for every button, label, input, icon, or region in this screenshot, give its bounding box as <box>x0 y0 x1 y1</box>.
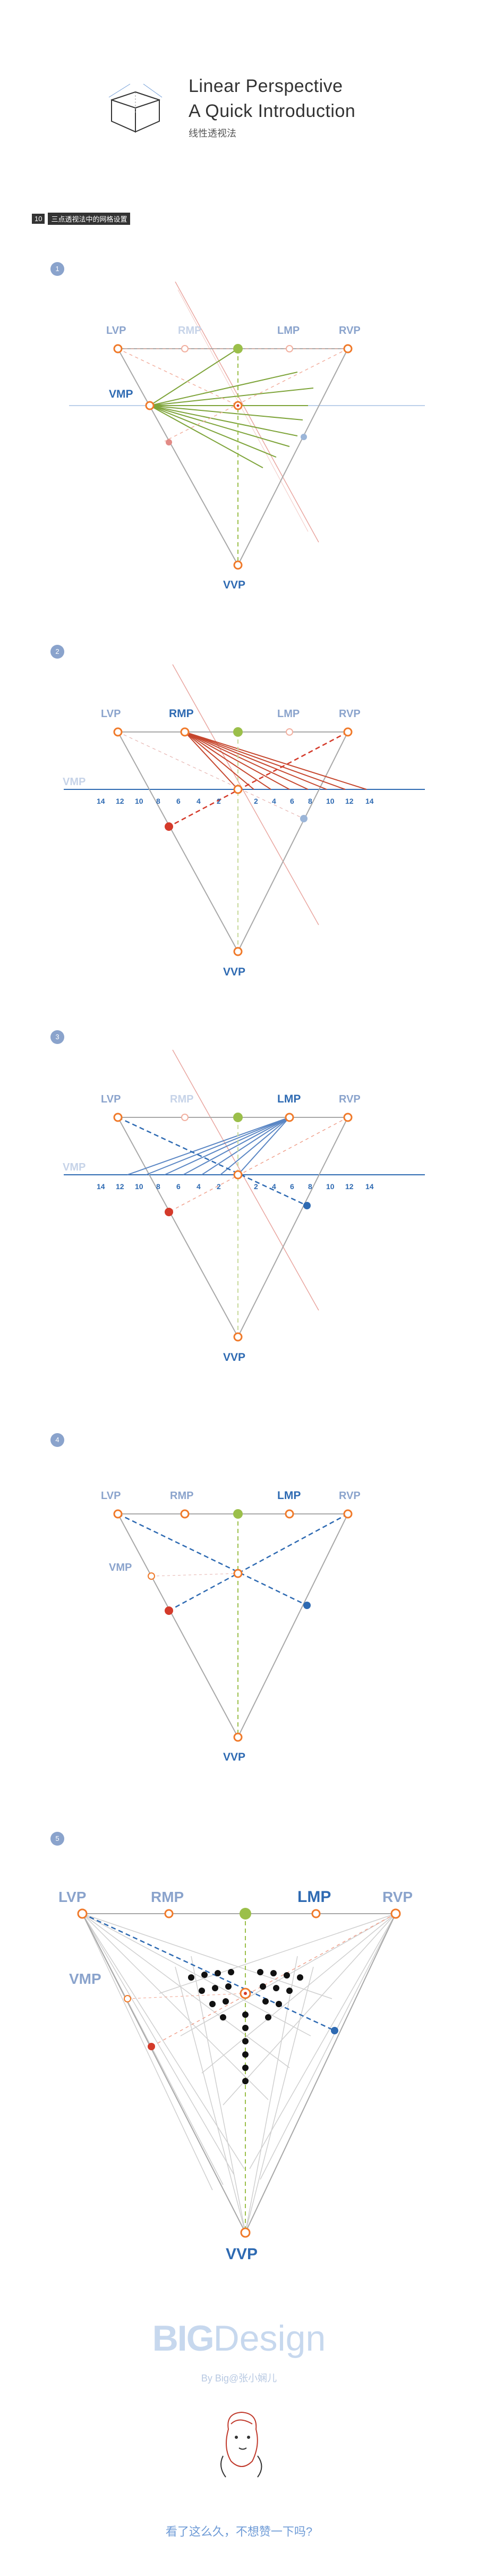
diagram-step-5: LVP RMP LMP RVP VMP VVP <box>58 1888 413 2263</box>
rmp-label: RMP <box>169 708 194 720</box>
lvp-label: LVP <box>101 708 121 720</box>
ruler-tick-8l: 8 <box>156 1182 160 1191</box>
ruler-tick-14r: 14 <box>365 797 374 805</box>
lvp-label: LVP <box>101 1093 121 1105</box>
lmp-label: LMP <box>277 1489 301 1502</box>
rvp-label: RVP <box>339 1490 361 1502</box>
ruler-tick-12l: 12 <box>116 797 124 805</box>
footer-logo: BIGDesign <box>0 2318 478 2359</box>
vmp-label: VMP <box>109 388 133 400</box>
logo-design: Design <box>213 2318 326 2359</box>
ruler-tick-14l: 14 <box>97 797 105 805</box>
vmp-label: VMP <box>109 1562 132 1573</box>
diagram-step-4: LVP RMP LMP RVP VMP VVP <box>101 1489 361 1763</box>
ruler-tick-12r: 12 <box>345 1182 354 1191</box>
vmp-label: VMP <box>69 1971 101 1987</box>
ruler-tick-4r: 4 <box>272 797 276 805</box>
vmp-label: VMP <box>63 776 86 788</box>
rvp-label: RVP <box>339 708 361 720</box>
ruler-tick-4l: 4 <box>197 797 201 805</box>
diagram-step-2: LVP RMP LMP RVP VMP VVP 14 12 10 8 6 4 2… <box>63 664 425 978</box>
step-3-badge: 3 <box>50 1030 64 1044</box>
vmp-label: VMP <box>63 1161 86 1173</box>
ruler-tick-14r: 14 <box>365 1182 374 1191</box>
rmp-label: RMP <box>151 1889 184 1905</box>
lmp-label: LMP <box>277 708 300 720</box>
ruler-tick-12r: 12 <box>345 797 354 805</box>
ruler-tick-2r: 2 <box>254 1182 258 1191</box>
ruler-tick-6r: 6 <box>290 797 294 805</box>
diagram-step-3: LVP RMP LMP RVP VMP VVP 14 12 10 8 6 4 2… <box>63 1049 425 1363</box>
title-line-2: A Quick Introduction <box>189 101 356 121</box>
ruler-tick-10l: 10 <box>135 797 143 805</box>
vvp-label: VVP <box>223 1351 245 1363</box>
logo-big: BIG <box>152 2318 215 2359</box>
ruler-tick-10r: 10 <box>326 797 335 805</box>
lvp-label: LVP <box>106 325 126 336</box>
cube-icon <box>108 83 163 133</box>
title-line-1: Linear Perspective <box>189 76 343 96</box>
footer-byline: By Big@张小娴儿 <box>201 2373 277 2384</box>
lmp-label: LMP <box>297 1888 331 1906</box>
rmp-label: RMP <box>170 1490 193 1502</box>
section-title: 三点透视法中的网格设置 <box>48 212 131 225</box>
ruler-tick-2r: 2 <box>254 797 258 805</box>
ruler-tick-6l: 6 <box>176 1182 181 1191</box>
step-1-badge: 1 <box>50 262 64 276</box>
section-tag: 10 三点透视法中的网格设置 <box>32 212 131 225</box>
ruler-tick-6r: 6 <box>290 1182 294 1191</box>
vvp-label: VVP <box>223 1751 245 1763</box>
ruler-tick-8r: 8 <box>308 1182 312 1191</box>
vvp-label: VVP <box>223 966 245 978</box>
rmp-label: RMP <box>178 325 201 336</box>
ruler-tick-2l: 2 <box>217 1182 221 1191</box>
vvp-label: VVP <box>226 2245 258 2263</box>
lmp-label: LMP <box>277 1093 301 1105</box>
ruler-tick-6l: 6 <box>176 797 181 805</box>
ruler-tick-8l: 8 <box>156 797 160 805</box>
step-4-badge: 4 <box>50 1433 64 1447</box>
rvp-label: RVP <box>339 1093 361 1105</box>
ruler-tick-12l: 12 <box>116 1182 124 1191</box>
subtitle: 线性透视法 <box>189 128 236 139</box>
rmp-label: RMP <box>170 1093 193 1105</box>
ruler-tick-4r: 4 <box>272 1182 276 1191</box>
lvp-label: LVP <box>58 1889 86 1905</box>
lmp-label: LMP <box>277 325 300 336</box>
vvp-label: VVP <box>223 579 245 591</box>
mascot-illustration <box>220 2411 262 2478</box>
footer-question: 看了这么久，不想赞一下吗? <box>165 2525 313 2538</box>
ruler-tick-8r: 8 <box>308 797 312 805</box>
diagram-step-1: LVP RMP LMP RVP VMP VVP <box>69 281 425 591</box>
lvp-label: LVP <box>101 1490 121 1502</box>
ruler-tick-10l: 10 <box>135 1182 143 1191</box>
rvp-label: RVP <box>339 325 361 336</box>
rvp-label: RVP <box>382 1889 413 1905</box>
section-number: 10 <box>32 213 45 224</box>
step-5-badge: 5 <box>50 1832 64 1846</box>
ruler-tick-14l: 14 <box>97 1182 105 1191</box>
ruler-tick-10r: 10 <box>326 1182 335 1191</box>
ruler-tick-2l: 2 <box>217 797 221 805</box>
ruler-tick-4l: 4 <box>197 1182 201 1191</box>
step-2-badge: 2 <box>50 645 64 659</box>
header: Linear Perspective A Quick Introduction … <box>106 72 372 157</box>
